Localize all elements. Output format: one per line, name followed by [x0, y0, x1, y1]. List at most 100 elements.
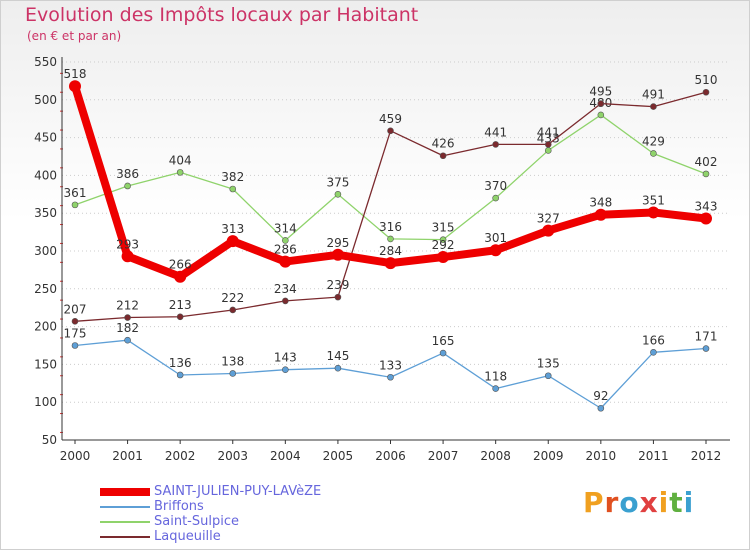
data-point	[229, 306, 237, 314]
data-label: 370	[484, 179, 507, 193]
y-tick-label: 200	[34, 320, 57, 334]
y-tick-label: 350	[34, 206, 57, 220]
data-point	[542, 224, 555, 237]
data-label: 293	[116, 237, 139, 251]
y-tick-label: 400	[34, 168, 57, 182]
data-label: 327	[537, 212, 560, 226]
data-label: 138	[221, 354, 244, 368]
data-point	[124, 314, 131, 321]
data-point	[71, 318, 79, 325]
legend-label: SAINT-JULIEN-PUY-LAVèZE	[154, 484, 322, 499]
x-tick-label: 2011	[638, 449, 669, 463]
data-point	[700, 212, 712, 225]
x-tick-label: 2007	[428, 449, 459, 463]
data-label: 212	[116, 299, 139, 313]
data-label: 295	[326, 236, 349, 250]
legend-swatch	[100, 520, 150, 523]
data-point	[597, 100, 605, 107]
logo-letter: t	[669, 486, 684, 519]
data-label: 382	[221, 170, 244, 184]
x-tick-label: 2006	[375, 449, 406, 463]
y-tick-label: 300	[34, 244, 57, 258]
y-tick-label: 500	[34, 93, 57, 107]
logo-letter: r	[604, 486, 620, 519]
legend-label: Briffons	[154, 499, 204, 514]
legend-swatch	[100, 505, 150, 508]
logo-letter: o	[619, 486, 640, 519]
data-point	[124, 182, 131, 190]
data-label: 222	[221, 291, 244, 305]
data-point	[121, 250, 134, 263]
data-point	[387, 235, 394, 243]
legend-swatch	[100, 535, 150, 538]
legend-item: Saint-Sulpice	[100, 514, 321, 529]
x-tick-label: 2002	[165, 449, 196, 463]
x-tick-label: 2012	[691, 449, 722, 463]
data-point	[229, 185, 237, 193]
data-label: 239	[326, 278, 349, 292]
data-label: 510	[695, 73, 718, 87]
data-point	[650, 150, 657, 157]
data-point	[492, 141, 499, 148]
data-point	[387, 127, 394, 135]
data-point	[176, 371, 184, 379]
legend-item: SAINT-JULIEN-PUY-LAVèZE	[100, 484, 321, 499]
data-label: 171	[695, 330, 718, 344]
data-point	[334, 191, 342, 198]
data-label: 165	[432, 334, 455, 348]
data-point	[647, 206, 660, 219]
data-label: 166	[642, 333, 665, 347]
data-label: 441	[537, 125, 560, 139]
data-label: 351	[642, 193, 665, 207]
data-point	[544, 372, 552, 380]
data-label: 292	[432, 238, 455, 252]
legend-label: Saint-Sulpice	[154, 514, 239, 529]
data-point	[437, 251, 450, 264]
data-label: 136	[169, 356, 192, 370]
data-label: 441	[484, 125, 507, 139]
logo-letter: i	[658, 486, 670, 519]
data-point	[174, 270, 187, 283]
x-tick-label: 2010	[586, 449, 617, 463]
data-label: 402	[695, 155, 718, 169]
x-tick-label: 2004	[270, 449, 301, 463]
data-point	[439, 152, 447, 160]
data-point	[702, 88, 710, 96]
data-label: 433	[537, 131, 560, 145]
x-tick-label: 2008	[480, 449, 511, 463]
data-point	[387, 373, 394, 381]
chart-subtitle: (en € et par an)	[27, 29, 122, 43]
data-label: 213	[169, 298, 192, 312]
data-point	[702, 345, 710, 352]
logo-letter: x	[639, 486, 659, 519]
data-point	[384, 257, 397, 270]
data-point	[282, 366, 289, 373]
data-label: 361	[64, 186, 87, 200]
data-point	[69, 80, 81, 93]
logo-letter: P	[583, 486, 605, 519]
data-point	[226, 235, 239, 248]
data-point	[702, 170, 710, 178]
x-tick-label: 2003	[217, 449, 248, 463]
data-label: 133	[379, 358, 402, 372]
data-label: 182	[116, 321, 139, 335]
legend-label: Laqueuille	[154, 529, 221, 544]
data-point	[71, 342, 79, 349]
chart-title: Evolution des Impôts locaux par Habitant	[25, 4, 419, 26]
data-point	[544, 141, 552, 148]
data-label: 286	[274, 243, 297, 257]
data-label: 175	[64, 327, 87, 341]
data-point	[489, 244, 502, 257]
legend-swatch	[100, 487, 150, 496]
data-point	[439, 349, 447, 357]
data-point	[439, 236, 447, 243]
data-label: 284	[379, 244, 402, 258]
data-label: 118	[484, 370, 507, 384]
data-point	[124, 336, 131, 344]
data-label: 301	[484, 231, 507, 245]
data-label: 315	[432, 221, 455, 235]
data-label: 386	[116, 167, 139, 181]
data-point	[334, 293, 342, 301]
